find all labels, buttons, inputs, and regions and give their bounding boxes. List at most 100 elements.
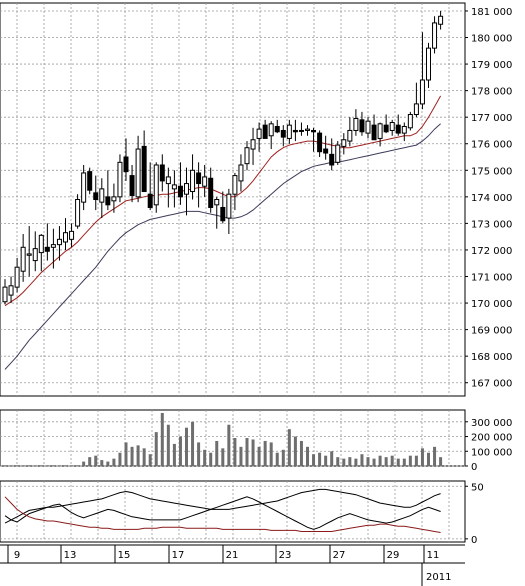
volume-bar <box>233 438 237 466</box>
candle-body <box>317 132 323 153</box>
candle-body <box>359 119 365 133</box>
volume-bar <box>324 455 328 466</box>
indicator-tick-label: 50 <box>471 482 484 493</box>
volume-bar <box>269 442 273 466</box>
candle <box>20 234 26 282</box>
candle <box>99 178 105 219</box>
time-label: 13 <box>64 550 77 561</box>
volume-bar <box>306 446 309 466</box>
price-tick-label: 175 000 <box>471 166 512 177</box>
candle-body <box>298 129 304 132</box>
volume-bar <box>88 457 92 466</box>
candle-body <box>44 246 50 252</box>
candle <box>196 162 202 208</box>
volume-bar <box>3 465 7 467</box>
volume-bar <box>130 446 134 466</box>
price-panel-frame <box>0 2 466 397</box>
candle <box>117 154 123 203</box>
time-label: 29 <box>387 550 400 561</box>
candle <box>383 114 389 134</box>
volume-bar <box>64 465 67 467</box>
candle <box>153 162 159 213</box>
price-tick-label: 173 000 <box>471 219 512 230</box>
candle-body <box>407 114 413 129</box>
volume-bar <box>209 452 213 466</box>
candle <box>438 10 444 30</box>
volume-bar <box>70 465 74 467</box>
candle <box>426 42 431 88</box>
candle <box>44 223 50 261</box>
candle <box>93 175 99 211</box>
volume-bar <box>227 424 231 466</box>
volume-bar <box>245 438 249 466</box>
volume-bar <box>299 440 303 466</box>
price-tick-label: 179 000 <box>471 60 512 71</box>
candle <box>214 196 220 229</box>
candle <box>123 138 129 181</box>
volume-bar <box>342 458 346 466</box>
candle <box>135 135 141 203</box>
candle <box>323 135 329 160</box>
indicator-grid <box>0 481 465 542</box>
candle-body <box>401 125 407 134</box>
candle <box>238 154 244 192</box>
indicator-panel-frame <box>0 480 466 543</box>
candle <box>177 162 183 205</box>
candle <box>50 228 56 269</box>
candle <box>353 109 359 136</box>
candle <box>292 119 298 142</box>
volume-bar <box>420 448 424 466</box>
year-label: 2011 <box>426 572 451 583</box>
candle-body <box>286 124 292 139</box>
volume-bar <box>439 457 443 466</box>
candle-body <box>14 266 20 288</box>
candle <box>63 218 68 250</box>
candle-body <box>153 164 159 206</box>
candle-body <box>165 176 171 185</box>
volume-bar <box>172 443 176 466</box>
volume-bar <box>263 440 267 466</box>
price-tick-label: 181 000 <box>471 7 512 18</box>
volume-bar <box>118 452 122 466</box>
candle-body <box>147 193 153 208</box>
candle-body <box>395 124 401 134</box>
volume-bar <box>203 449 207 466</box>
candle-body <box>141 145 147 193</box>
candle <box>262 119 268 139</box>
volume-bar <box>221 448 225 466</box>
candle <box>268 121 274 150</box>
price-tick-label: 170 000 <box>471 299 512 310</box>
volume-tick-label: 200 000 <box>471 433 512 444</box>
candle-body <box>184 183 189 195</box>
volume-bar <box>257 446 261 466</box>
candle <box>407 111 413 131</box>
volume-bar <box>185 427 188 466</box>
price-y-axis: 167 000 168 000 169 000 170 000 171 000 172 0… <box>465 7 512 390</box>
candle-body <box>50 244 56 248</box>
candle-body <box>335 144 341 163</box>
volume-bar <box>354 458 358 466</box>
volume-bar <box>27 465 31 467</box>
candle <box>256 122 262 152</box>
candle-body <box>226 193 232 219</box>
volume-bar <box>197 442 201 466</box>
candle <box>244 141 250 171</box>
candle <box>75 194 81 229</box>
candle <box>274 119 280 134</box>
candle <box>81 164 87 211</box>
volume-bar <box>112 458 116 466</box>
time-axis: 9 13 15 17 21 23 27 29 11 <box>7 545 439 563</box>
indicator-y-axis: 0 50 <box>465 482 484 546</box>
candle-body <box>117 161 123 198</box>
candle-body <box>244 147 250 165</box>
candle <box>305 125 310 136</box>
volume-bar <box>372 458 376 466</box>
candle-body <box>196 172 202 185</box>
price-tick-label: 178 000 <box>471 87 512 98</box>
candle <box>208 167 214 213</box>
volume-bar <box>9 465 13 467</box>
price-tick-label: 177 000 <box>471 113 512 124</box>
volume-bar <box>287 429 291 466</box>
candle-body <box>123 156 129 173</box>
time-label: 27 <box>333 550 346 561</box>
